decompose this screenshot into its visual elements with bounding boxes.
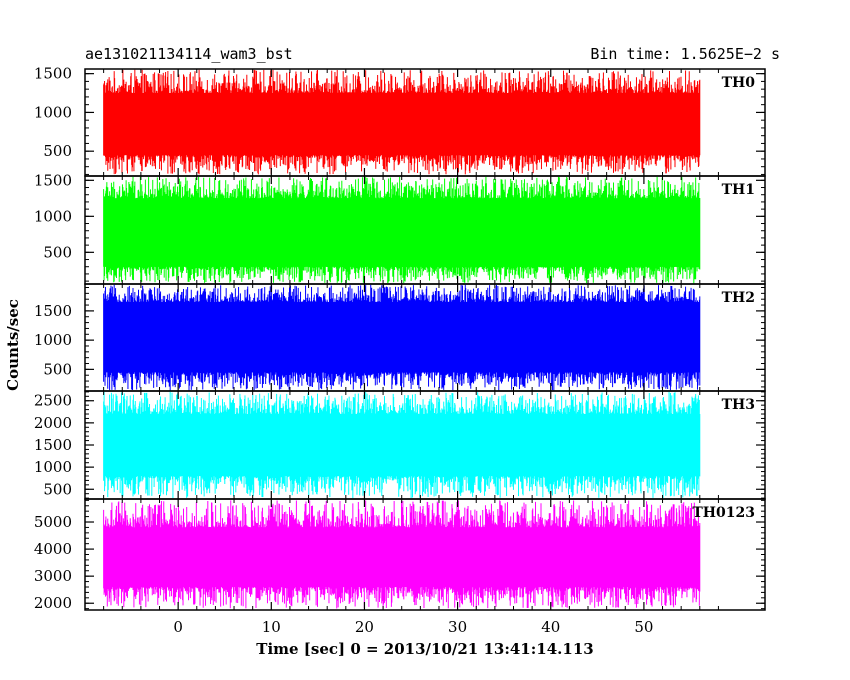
y-tick-label: 1500 xyxy=(34,302,72,320)
panel-label-th0123: TH0123 xyxy=(692,505,755,521)
y-tick-label: 5000 xyxy=(34,513,72,531)
bin-time-label: Bin time: 1.5625E−2 s xyxy=(590,45,780,63)
y-tick-label: 2000 xyxy=(34,594,72,612)
x-tick-label: 20 xyxy=(355,618,374,636)
y-tick-label: 2500 xyxy=(34,392,72,410)
y-axis-title: Counts/sec xyxy=(4,299,22,391)
x-axis: 0 10 20 30 40 50 xyxy=(173,618,653,636)
series-core-th3 xyxy=(103,414,700,476)
y-tick-label: 500 xyxy=(43,360,72,378)
y-tick-label: 500 xyxy=(43,480,72,498)
series-core-th0 xyxy=(103,93,700,156)
series-core-th2 xyxy=(103,302,700,373)
x-tick-label: 0 xyxy=(173,618,183,636)
panels-group: 500 1000 1500 TH0 500 1000 1500 TH1 500 1000 1500 T… xyxy=(34,65,766,612)
panel-th0123: 2000 3000 4000 5000 TH0123 xyxy=(34,498,766,612)
y-tick-label: 2000 xyxy=(34,414,72,432)
x-tick-label: 40 xyxy=(541,618,560,636)
y-tick-label: 1000 xyxy=(34,103,72,121)
y-tick-label: 1000 xyxy=(34,207,72,225)
y-tick-label: 500 xyxy=(43,142,72,160)
y-tick-label: 3000 xyxy=(34,567,72,585)
panel-label-th1: TH1 xyxy=(722,182,755,198)
panel-th3: 500 1000 1500 2000 2500 TH3 xyxy=(34,390,766,500)
panel-th1: 500 1000 1500 TH1 xyxy=(34,171,766,285)
y-tick-label: 500 xyxy=(43,243,72,261)
y-tick-label: 1000 xyxy=(34,458,72,476)
series-core-th1 xyxy=(103,198,700,267)
x-tick-label: 10 xyxy=(262,618,281,636)
panel-label-th0: TH0 xyxy=(722,75,756,91)
panel-th2: 500 1000 1500 TH2 xyxy=(34,283,766,392)
chart-title: ae131021134114_wam3_bst xyxy=(85,45,293,63)
series-core-th0123 xyxy=(103,527,700,587)
panel-label-th3: TH3 xyxy=(722,397,755,413)
x-tick-label: 50 xyxy=(634,618,653,636)
y-tick-label: 1000 xyxy=(34,331,72,349)
panel-label-th2: TH2 xyxy=(722,290,755,306)
y-tick-label: 1500 xyxy=(34,65,72,83)
y-tick-label: 1500 xyxy=(34,171,72,189)
panel-th0: 500 1000 1500 TH0 xyxy=(34,65,766,177)
y-tick-label: 4000 xyxy=(34,540,72,558)
x-tick-label: 30 xyxy=(448,618,467,636)
y-tick-label: 1500 xyxy=(34,436,72,454)
x-axis-title: Time [sec] 0 = 2013/10/21 13:41:14.113 xyxy=(256,640,593,658)
